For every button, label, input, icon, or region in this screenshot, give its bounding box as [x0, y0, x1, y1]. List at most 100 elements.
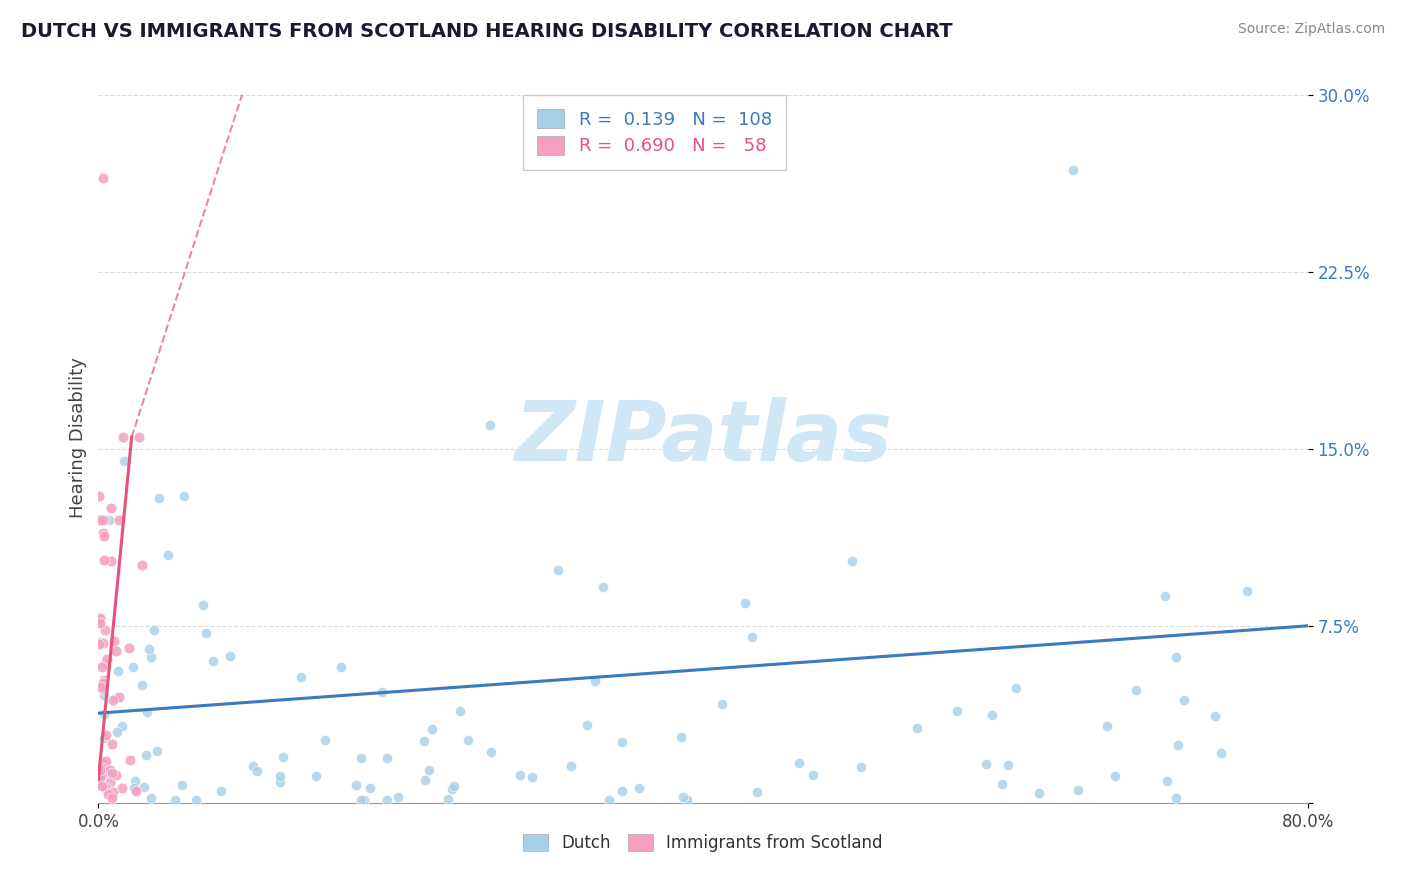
Point — [118, 753, 141, 767]
Point — [170, 778, 193, 792]
Point — [350, 793, 373, 807]
Point — [1028, 787, 1050, 801]
Point — [627, 780, 650, 795]
Point — [89, 513, 111, 527]
Point — [741, 630, 763, 644]
Point — [135, 747, 157, 762]
Point — [1204, 709, 1226, 723]
Point — [195, 625, 218, 640]
Point — [98, 775, 121, 789]
Point — [132, 780, 155, 795]
Point — [413, 772, 436, 787]
Point — [420, 722, 443, 736]
Point — [1156, 773, 1178, 788]
Point — [90, 779, 112, 793]
Point — [122, 780, 145, 795]
Point — [974, 756, 997, 771]
Point — [100, 500, 122, 515]
Point — [412, 734, 434, 748]
Point — [1167, 738, 1189, 752]
Point — [350, 751, 373, 765]
Point — [945, 704, 967, 718]
Point — [108, 690, 131, 705]
Point — [359, 781, 381, 796]
Point — [91, 755, 114, 769]
Point — [547, 563, 569, 577]
Point — [610, 784, 633, 798]
Point — [509, 768, 531, 782]
Point — [443, 779, 465, 793]
Point — [91, 761, 114, 775]
Point — [100, 554, 122, 568]
Point — [449, 704, 471, 718]
Point — [93, 528, 115, 542]
Point — [131, 678, 153, 692]
Point — [146, 744, 169, 758]
Point — [111, 781, 134, 796]
Point — [107, 664, 129, 678]
Point — [592, 580, 614, 594]
Point — [218, 649, 240, 664]
Point — [1154, 589, 1177, 603]
Point — [1125, 683, 1147, 698]
Point — [849, 759, 872, 773]
Point — [89, 774, 111, 789]
Point — [139, 791, 162, 805]
Point — [522, 770, 544, 784]
Point — [387, 790, 409, 805]
Point — [676, 793, 699, 807]
Point — [991, 777, 1014, 791]
Point — [128, 430, 150, 444]
Point — [370, 685, 392, 699]
Point — [1095, 719, 1118, 733]
Point — [377, 793, 399, 807]
Point — [457, 732, 479, 747]
Point — [93, 706, 115, 721]
Point — [711, 698, 734, 712]
Point — [734, 596, 756, 610]
Point — [89, 489, 111, 503]
Point — [111, 718, 134, 732]
Point — [90, 513, 112, 527]
Point — [103, 785, 125, 799]
Point — [87, 637, 110, 651]
Point — [1062, 163, 1084, 178]
Point — [112, 453, 135, 467]
Point — [104, 690, 127, 705]
Point — [329, 659, 352, 673]
Point — [93, 553, 115, 567]
Point — [90, 681, 112, 695]
Point — [93, 513, 115, 527]
Point — [1104, 769, 1126, 783]
Point — [96, 780, 118, 795]
Point — [375, 751, 398, 765]
Point — [747, 785, 769, 799]
Point — [98, 763, 121, 777]
Point — [418, 763, 440, 777]
Point — [107, 513, 129, 527]
Point — [101, 737, 124, 751]
Point — [143, 623, 166, 637]
Point — [242, 759, 264, 773]
Point — [105, 725, 128, 739]
Point — [612, 735, 634, 749]
Point — [124, 774, 146, 789]
Point — [353, 793, 375, 807]
Point — [136, 706, 159, 720]
Point — [93, 623, 115, 637]
Point — [94, 657, 117, 671]
Point — [91, 763, 114, 777]
Point — [94, 754, 117, 768]
Point — [148, 491, 170, 505]
Point — [305, 769, 328, 783]
Point — [90, 768, 112, 782]
Point — [173, 489, 195, 503]
Point — [1173, 693, 1195, 707]
Point — [269, 775, 291, 789]
Point — [211, 784, 233, 798]
Point — [101, 766, 124, 780]
Point — [91, 676, 114, 690]
Point — [101, 791, 124, 805]
Legend: Dutch, Immigrants from Scotland: Dutch, Immigrants from Scotland — [515, 825, 891, 860]
Point — [290, 670, 312, 684]
